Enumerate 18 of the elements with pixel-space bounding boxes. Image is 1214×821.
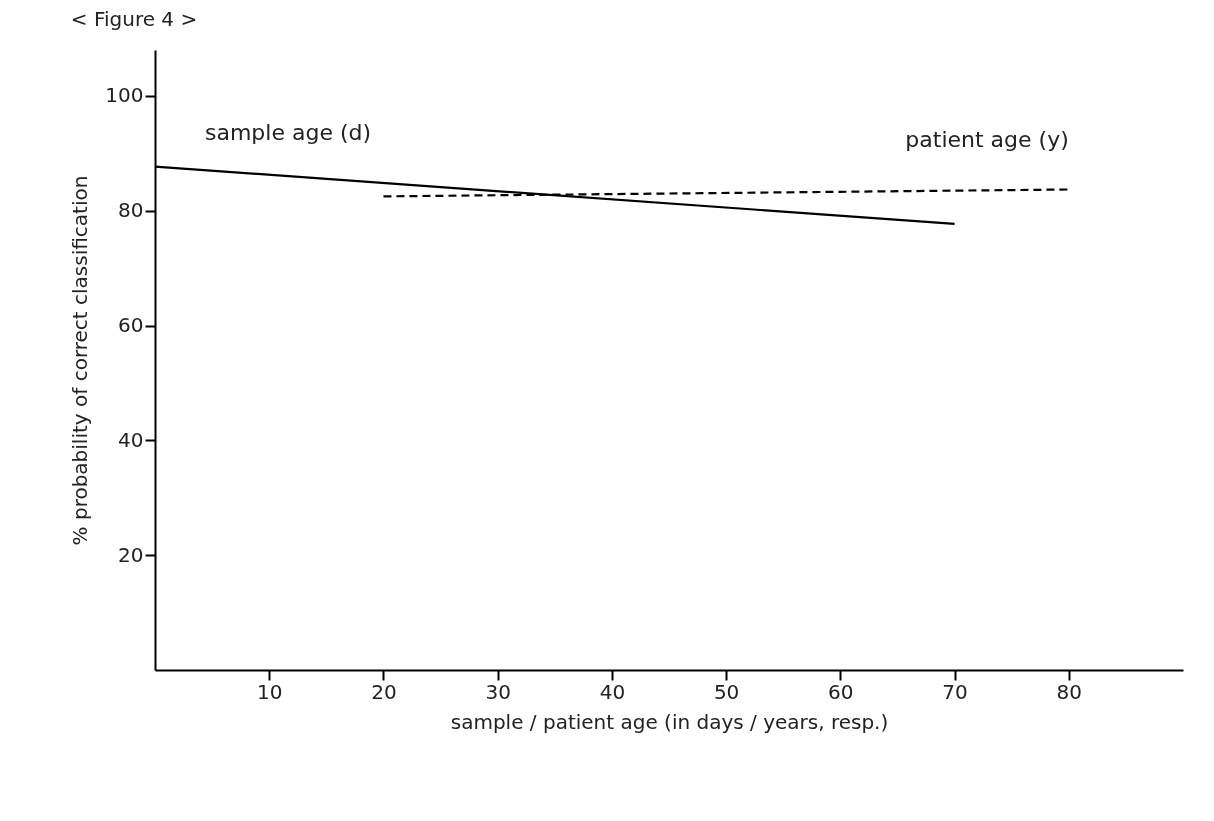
chart-title: < Figure 4 > — [70, 7, 198, 31]
x-tick-label: 80 — [1056, 679, 1082, 704]
x-tick-label: 10 — [257, 679, 283, 704]
x-tick-label: 70 — [942, 679, 968, 704]
y-tick-label: 100 — [105, 83, 144, 108]
x-tick-label: 20 — [371, 679, 397, 704]
y-tick-label: 60 — [118, 313, 144, 338]
y-tick-label: 40 — [118, 427, 144, 452]
x-tick-label: 60 — [828, 679, 854, 704]
x-tick-label: 30 — [485, 679, 511, 704]
series-label: sample age (d) — [205, 119, 372, 145]
series-label: patient age (y) — [905, 126, 1069, 152]
y-tick-label: 20 — [118, 542, 144, 567]
x-axis-title: sample / patient age (in days / years, resp.) — [450, 709, 889, 734]
x-tick-label: 50 — [713, 679, 740, 704]
x-tick-label: 40 — [599, 679, 626, 704]
y-tick-label: 80 — [118, 198, 144, 223]
y-axis-title: % probability of correct classification — [68, 175, 93, 546]
